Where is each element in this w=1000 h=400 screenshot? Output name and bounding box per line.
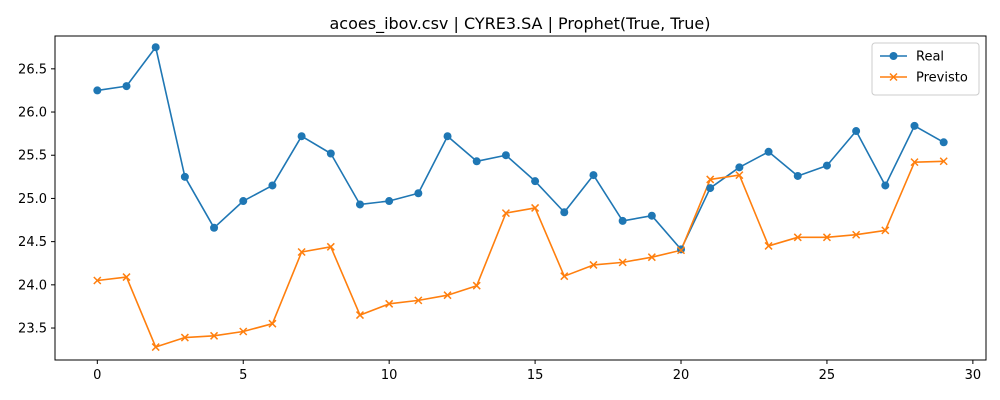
data-point-previsto <box>910 158 919 167</box>
data-point-previsto <box>618 258 627 267</box>
data-point-previsto <box>589 260 598 269</box>
plot-area <box>54 35 987 361</box>
data-point-previsto <box>852 230 861 239</box>
legend-marker <box>889 72 898 82</box>
data-point-real <box>764 147 773 156</box>
chart-title: acoes_ibov.csv | CYRE3.SA | Prophet(True… <box>330 14 711 34</box>
data-point-real <box>852 127 861 136</box>
data-point-previsto <box>239 327 248 336</box>
data-point-previsto <box>151 343 160 352</box>
x-tick-label: 15 <box>527 368 544 383</box>
data-point-previsto <box>122 273 131 282</box>
legend: Real Previsto <box>871 42 980 96</box>
data-point-real <box>531 177 540 186</box>
data-point-real <box>122 82 131 91</box>
data-point-real <box>793 171 802 180</box>
data-point-real <box>355 200 364 209</box>
x-tick-label: 20 <box>673 368 690 383</box>
legend-label: Previsto <box>916 71 968 86</box>
series-line-real <box>97 46 945 251</box>
series-markers <box>93 43 948 352</box>
data-point-previsto <box>647 253 656 262</box>
data-point-real <box>326 149 335 158</box>
x-tick-label: 5 <box>239 368 247 383</box>
y-tick-label: 23.5 <box>18 322 47 337</box>
data-point-real <box>501 151 510 160</box>
data-point-real <box>589 171 598 180</box>
data-point-real <box>618 216 627 225</box>
y-tick-label: 25.5 <box>18 149 47 164</box>
data-point-real <box>210 223 219 232</box>
data-point-previsto <box>939 157 948 166</box>
data-point-previsto <box>180 333 189 342</box>
data-point-real <box>822 161 831 170</box>
legend-marker <box>889 52 898 60</box>
data-point-real <box>910 121 919 130</box>
data-point-previsto <box>326 242 335 251</box>
data-point-real <box>735 163 744 172</box>
data-point-previsto <box>385 299 394 308</box>
data-point-previsto <box>531 203 540 212</box>
data-point-real <box>706 184 715 193</box>
data-point-real <box>268 181 277 190</box>
data-point-previsto <box>268 319 277 328</box>
y-tick-label: 24.0 <box>18 278 47 293</box>
data-point-previsto <box>735 171 744 180</box>
data-point-previsto <box>706 175 715 184</box>
y-tick-label: 26.5 <box>18 62 47 77</box>
x-tick-label: 0 <box>93 368 101 383</box>
data-point-real <box>180 172 189 181</box>
data-point-previsto <box>793 233 802 242</box>
data-point-real <box>881 181 890 190</box>
data-point-previsto <box>210 331 219 340</box>
data-point-previsto <box>881 226 890 235</box>
axis-ticks: 0 5 10 15 20 25 30 23.5 24.0 24.5 25.0 25.5 26.0 26.5 <box>18 62 981 383</box>
x-tick-label: 25 <box>819 368 836 383</box>
series-line-previsto <box>97 160 944 348</box>
y-tick-label: 25.0 <box>18 192 47 207</box>
data-point-real <box>93 86 102 95</box>
data-point-real <box>647 211 656 220</box>
data-point-previsto <box>822 233 831 242</box>
data-point-real <box>472 157 481 166</box>
data-point-previsto <box>676 246 686 255</box>
data-point-previsto <box>443 291 452 300</box>
data-point-real <box>385 197 394 206</box>
data-point-previsto <box>414 296 423 305</box>
data-point-real <box>939 138 948 147</box>
data-point-previsto <box>297 247 306 257</box>
data-point-previsto <box>501 209 510 218</box>
data-point-real <box>560 208 569 217</box>
x-tick-label: 10 <box>381 368 398 383</box>
data-point-previsto <box>472 281 481 290</box>
data-point-previsto <box>93 276 102 285</box>
series-lines <box>97 46 945 348</box>
data-point-real <box>151 43 160 52</box>
data-point-real <box>239 197 248 206</box>
data-point-previsto <box>560 272 569 281</box>
data-point-real <box>414 189 423 198</box>
data-point-real <box>443 132 452 141</box>
y-tick-label: 24.5 <box>18 235 47 250</box>
legend-label: Real <box>916 50 944 65</box>
x-tick-label: 30 <box>965 368 982 383</box>
y-tick-label: 26.0 <box>18 106 47 121</box>
data-point-previsto <box>764 241 773 250</box>
data-point-real <box>297 132 306 141</box>
data-point-previsto <box>355 311 365 320</box>
